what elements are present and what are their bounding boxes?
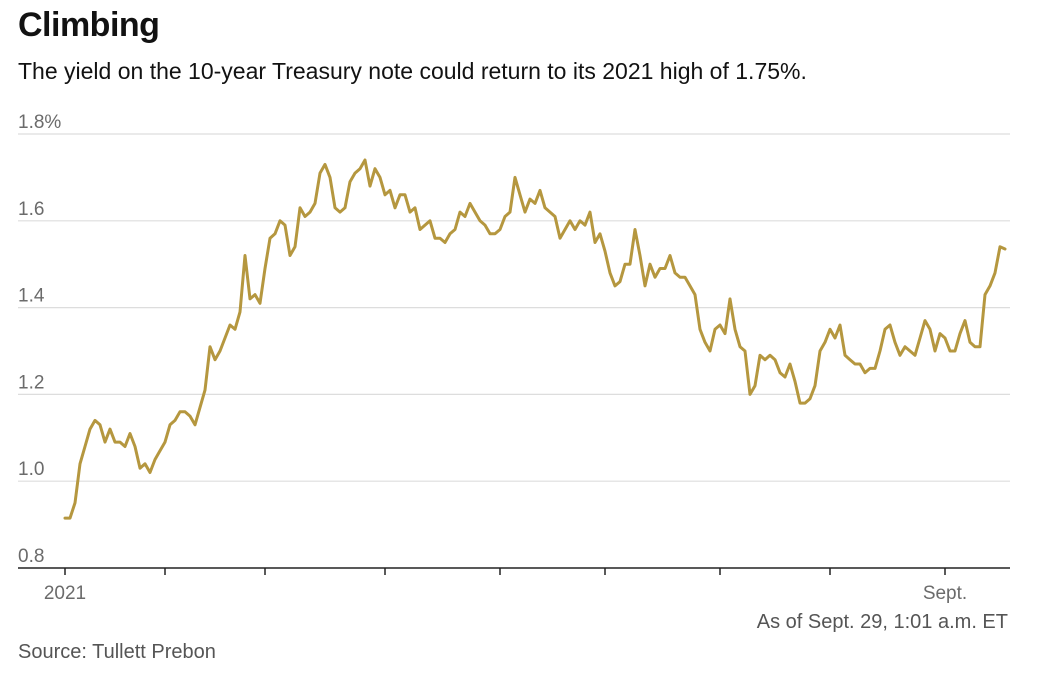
chart-title: Climbing — [18, 6, 160, 44]
y-tick-label: 0.8 — [18, 546, 44, 567]
gridlines — [18, 133, 1010, 482]
y-tick-label: 1.6 — [18, 199, 44, 220]
source-note: Source: Tullett Prebon — [18, 641, 216, 663]
series-line-0 — [63, 158, 1007, 520]
y-tick-label: 1.2 — [18, 372, 44, 393]
y-tick-label: 1.0 — [18, 459, 44, 480]
chart-subtitle: The yield on the 10-year Treasury note c… — [18, 58, 807, 84]
x-tick-label: 2021 — [44, 583, 86, 604]
x-tick-label: Sept. — [923, 583, 967, 604]
x-axis: 2021 Sept. — [18, 567, 1010, 604]
timestamp-note: As of Sept. 29, 1:01 a.m. ET — [756, 611, 1008, 633]
y-tick-label: 1.4 — [18, 286, 45, 307]
y-axis-labels: 1.8% 1.6 1.4 1.2 1.0 0.8 — [18, 112, 61, 567]
series-layer — [63, 158, 1007, 520]
y-tick-label: 1.8% — [18, 112, 61, 133]
